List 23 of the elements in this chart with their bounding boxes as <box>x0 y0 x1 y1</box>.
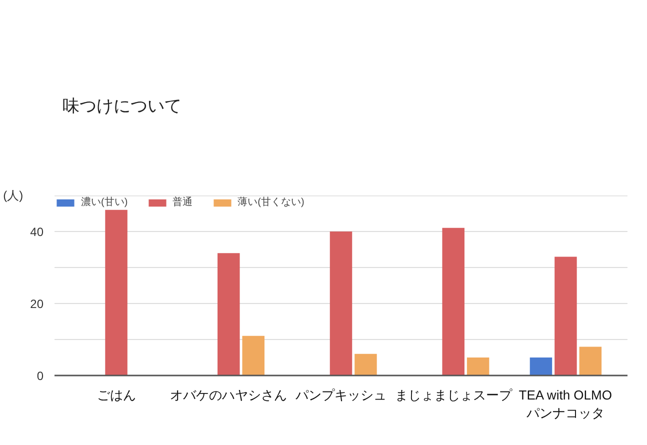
chart-title: 味つけについて <box>62 96 182 116</box>
legend-label: 普通 <box>172 196 193 209</box>
x-tick-label: TEA with OLMO パンナコッタ <box>518 388 612 420</box>
bar <box>442 228 464 376</box>
y-tick-label: 40 <box>30 225 44 239</box>
bar <box>105 210 128 376</box>
legend-label: 濃い(甘い) <box>81 196 128 209</box>
bar <box>554 256 577 376</box>
x-tick-label: ごはん <box>96 388 136 402</box>
bar <box>530 358 552 376</box>
bar <box>242 336 264 376</box>
x-tick-label: パンプキッシュ <box>294 388 386 402</box>
bar <box>330 232 352 376</box>
y-tick-label: 20 <box>30 297 44 311</box>
y-axis-title: (人) <box>3 188 24 202</box>
x-tick-label: オバケのハヤシさん <box>170 388 288 402</box>
legend-label: 薄い(甘くない) <box>238 196 304 209</box>
bar <box>579 346 602 376</box>
bar <box>466 358 490 376</box>
x-tick-label: まじょまじょスープ <box>394 388 513 402</box>
y-tick-label: 0 <box>36 369 44 383</box>
bar <box>218 253 240 376</box>
bar <box>354 354 377 376</box>
